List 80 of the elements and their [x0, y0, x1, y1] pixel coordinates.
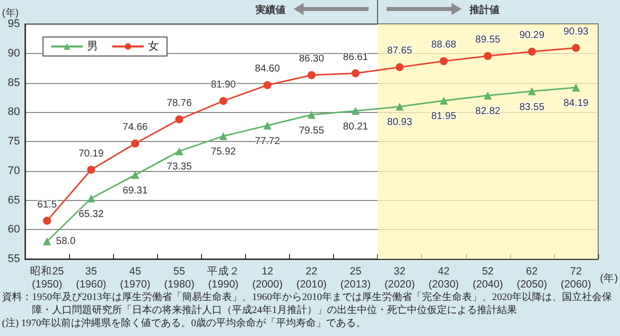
point — [131, 170, 140, 179]
data-label: 69.31 — [122, 185, 148, 196]
point — [131, 140, 140, 148]
point — [440, 96, 448, 105]
point — [87, 194, 96, 202]
data-label: 90.29 — [519, 30, 545, 42]
legend-label: 女 — [148, 40, 159, 52]
data-label: 74.66 — [122, 122, 148, 133]
x-tick-label: 昭和25 (1950) — [30, 264, 64, 290]
data-label: 80.93 — [387, 117, 413, 128]
data-label: 70.19 — [78, 148, 104, 160]
data-label: 84.19 — [563, 98, 589, 110]
point — [175, 115, 184, 124]
point — [219, 96, 228, 105]
data-label: 86.61 — [343, 52, 369, 63]
point — [87, 166, 96, 174]
data-label: 78.76 — [166, 98, 192, 109]
text: 実績値 — [256, 3, 286, 17]
text: 推計値 — [470, 4, 500, 17]
data-label: 88.68 — [431, 40, 457, 51]
point — [263, 122, 272, 130]
y-tick-label: 55 — [8, 253, 20, 265]
point — [352, 69, 360, 78]
y-axis-title: (年) — [2, 7, 19, 20]
data-label: 81.95 — [431, 111, 457, 122]
point — [528, 87, 536, 96]
data-label: 84.60 — [254, 64, 280, 75]
point — [396, 63, 404, 72]
point — [484, 92, 492, 100]
data-label: 80.21 — [343, 121, 369, 132]
y-tick-label: 85 — [8, 76, 20, 89]
x-tick-label: 25 (2013) — [340, 266, 371, 290]
point — [175, 147, 184, 156]
x-tick-label: 52 (2040) — [472, 266, 503, 290]
x-tick-label: 55 (1980) — [164, 266, 194, 290]
point — [308, 110, 316, 119]
data-label: 89.55 — [475, 34, 501, 46]
x-tick-label: 62 (2050) — [516, 266, 548, 290]
y-tick-label: 80 — [8, 106, 20, 118]
x-tick-label: 42 (2030) — [428, 266, 459, 290]
point — [528, 48, 536, 56]
y-tick-label: 95 — [8, 18, 20, 30]
x-tick-label: 22 (2010) — [296, 266, 327, 290]
x-tick-label: 45 (1970) — [120, 266, 150, 290]
point — [308, 71, 316, 80]
x-tick-label: 72 (2060) — [560, 266, 592, 290]
point — [396, 102, 404, 111]
text: 資料：1950年及び2013年は厚生労働省「簡易生命表」、1960年から2010年までは厚生労働省「完全生命表」、2020年以降は、国立社会保障・人口問題研究所「日本の将来推計人口（平成24年1月推計）」の出生中位・死亡中位仮定による推計結果 — [2, 291, 613, 317]
x-tick-label: 12 (2000) — [252, 266, 283, 290]
point — [219, 132, 228, 140]
data-label: 73.35 — [166, 162, 192, 173]
data-label: 86.30 — [298, 54, 324, 65]
legend-label: 男 — [87, 40, 98, 52]
data-label: 58.0 — [56, 236, 76, 247]
point — [440, 57, 448, 66]
data-label: 82.82 — [475, 106, 501, 118]
data-label: 79.55 — [298, 125, 324, 136]
y-tick-label: 75 — [8, 136, 20, 148]
data-label: 90.93 — [563, 26, 589, 38]
text: (注) 1970年以前は沖縄県を除く値である。0歳の平均余命が「平均寿命」である。 — [2, 317, 368, 330]
point — [572, 84, 580, 92]
data-label: 61.5 — [37, 199, 58, 210]
point — [263, 81, 272, 90]
data-label: 83.55 — [519, 102, 545, 113]
y-tick-label: 70 — [8, 164, 20, 177]
y-tick-label: 65 — [8, 194, 20, 206]
data-label: 75.92 — [210, 146, 236, 158]
x-tick-label: 平成２ (1990) — [206, 264, 240, 290]
x-axis-title: (年) — [600, 272, 618, 284]
data-label: 65.32 — [78, 208, 104, 220]
point — [352, 106, 360, 115]
point — [43, 216, 52, 225]
x-tick-label: 32 (2020) — [384, 266, 415, 290]
point — [484, 52, 492, 60]
point — [43, 237, 52, 246]
point — [572, 44, 580, 52]
y-tick-label: 60 — [8, 224, 20, 236]
y-tick-label: 90 — [8, 47, 20, 60]
data-label: 87.65 — [387, 46, 413, 57]
x-tick-label: 35 (1960) — [76, 266, 106, 290]
